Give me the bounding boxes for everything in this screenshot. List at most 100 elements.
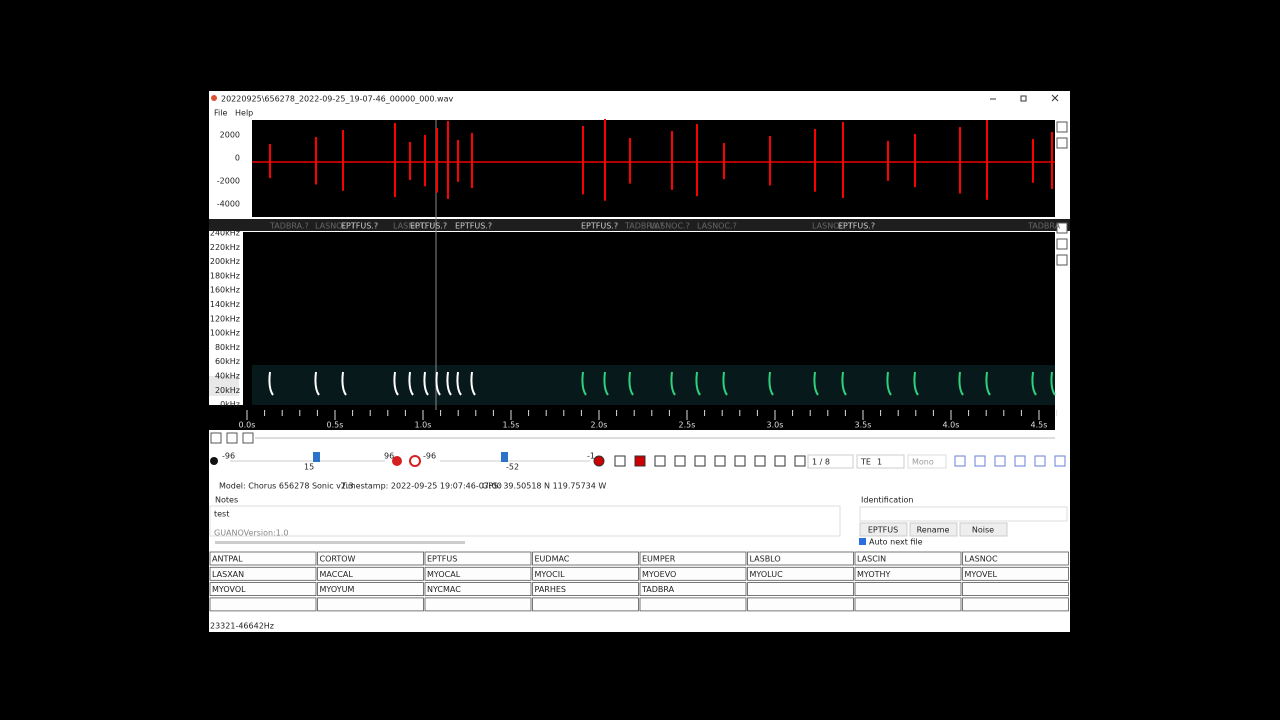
species-button[interactable] xyxy=(747,597,854,612)
channel-dropdown[interactable] xyxy=(907,454,947,469)
view-button[interactable] xyxy=(242,432,254,444)
tool-button[interactable] xyxy=(734,455,746,467)
spectrogram-zoom-button[interactable] xyxy=(1056,222,1068,234)
species-label: LASBLO xyxy=(750,555,781,564)
restore-button[interactable] xyxy=(1020,95,1027,102)
auto-next-checkbox[interactable] xyxy=(859,538,866,545)
tool-button[interactable] xyxy=(694,455,706,467)
id-button[interactable] xyxy=(909,522,958,537)
tool-button[interactable] xyxy=(654,455,666,467)
time-label: 3.0s xyxy=(767,421,784,430)
species-button[interactable] xyxy=(962,551,1069,566)
species-button[interactable] xyxy=(424,551,532,566)
nav-button[interactable] xyxy=(1014,455,1026,467)
call-trace xyxy=(470,371,476,396)
time-label: 4.0s xyxy=(943,421,960,430)
species-button[interactable] xyxy=(424,597,532,612)
species-button[interactable] xyxy=(747,551,854,566)
species-button[interactable] xyxy=(209,597,317,612)
tool-button[interactable] xyxy=(714,455,726,467)
model: Model: Chorus 656278 Sonic v2.3 xyxy=(219,482,354,491)
freq-label: 240kHz xyxy=(210,229,240,238)
species-button[interactable] xyxy=(639,551,747,566)
nav-button[interactable] xyxy=(1054,455,1066,467)
close-button[interactable] xyxy=(1051,94,1059,102)
nav-button[interactable] xyxy=(1034,455,1046,467)
species-button[interactable] xyxy=(317,566,424,581)
notes-box[interactable] xyxy=(209,505,841,537)
freq-label: 180kHz xyxy=(210,271,240,280)
species-button[interactable] xyxy=(639,582,747,596)
species-button[interactable] xyxy=(532,566,639,581)
freq-label: 220kHz xyxy=(210,243,240,252)
id-button[interactable] xyxy=(859,522,908,537)
species-button[interactable] xyxy=(854,566,962,581)
species-button[interactable] xyxy=(532,582,639,596)
view-button[interactable] xyxy=(226,432,238,444)
nav-button[interactable] xyxy=(994,455,1006,467)
te-value: 1 xyxy=(877,458,882,467)
time-label: 3.5s xyxy=(855,421,872,430)
timestamp: Timestamp: 2022-09-25 19:07:46-07:00 xyxy=(340,482,502,491)
identification-box[interactable] xyxy=(859,506,1068,522)
detection-label: EPTFUS.? xyxy=(341,222,378,231)
detection-label: LASNOC.? xyxy=(812,222,852,231)
species-button[interactable] xyxy=(317,597,424,612)
species-button[interactable] xyxy=(424,566,532,581)
species-button[interactable] xyxy=(962,597,1069,612)
tool-button[interactable] xyxy=(593,455,605,467)
freq-label: 60kHz xyxy=(215,357,240,366)
species-button[interactable] xyxy=(209,582,317,596)
species-button[interactable] xyxy=(639,597,747,612)
species-button[interactable] xyxy=(639,566,747,581)
zoom-in-button[interactable] xyxy=(1056,121,1068,133)
species-button[interactable] xyxy=(854,582,962,596)
species-button[interactable] xyxy=(209,551,317,566)
gain-value: 15 xyxy=(304,463,314,472)
threshold-thumb[interactable] xyxy=(501,452,508,462)
nav-button[interactable] xyxy=(974,455,986,467)
species-button[interactable] xyxy=(854,551,962,566)
species-label: CORTOW xyxy=(320,555,356,564)
species-button[interactable] xyxy=(424,582,532,596)
species-button[interactable] xyxy=(209,566,317,581)
view-button[interactable] xyxy=(210,432,222,444)
spectrogram-zoom-button[interactable] xyxy=(1056,238,1068,250)
species-button[interactable] xyxy=(747,582,854,596)
species-button[interactable] xyxy=(317,582,424,596)
species-button[interactable] xyxy=(532,597,639,612)
species-label: MYOEVO xyxy=(642,570,676,579)
tool-button[interactable] xyxy=(674,455,686,467)
record-alt-button[interactable] xyxy=(409,455,421,467)
tool-button[interactable] xyxy=(774,455,786,467)
nav-button[interactable] xyxy=(954,455,966,467)
call-trace xyxy=(1050,371,1056,396)
freq-label: 80kHz xyxy=(215,343,240,352)
tool-button[interactable] xyxy=(634,455,646,467)
te-dropdown[interactable] xyxy=(856,454,905,469)
zoom-out-button[interactable] xyxy=(1056,137,1068,149)
species-button[interactable] xyxy=(532,551,639,566)
gps: GPS: 39.50518 N 119.75734 W xyxy=(482,482,606,491)
time-label: 1.5s xyxy=(503,421,520,430)
page-dropdown[interactable] xyxy=(807,454,854,469)
id-button[interactable] xyxy=(959,522,1008,537)
mute-dot[interactable] xyxy=(210,457,218,465)
tool-button[interactable] xyxy=(754,455,766,467)
species-label: LASCIN xyxy=(857,555,886,564)
detection-label: EPTFUS.? xyxy=(581,222,618,231)
species-button[interactable] xyxy=(962,582,1069,596)
species-button[interactable] xyxy=(317,551,424,566)
tool-button[interactable] xyxy=(794,455,806,467)
tool-button[interactable] xyxy=(614,455,626,467)
call-trace xyxy=(603,371,609,396)
call-trace xyxy=(268,371,274,396)
record-button[interactable] xyxy=(392,456,402,466)
id-button-label: EPTFUS xyxy=(868,526,898,535)
species-button[interactable] xyxy=(747,566,854,581)
species-button[interactable] xyxy=(962,566,1069,581)
spectrogram-zoom-button[interactable] xyxy=(1056,254,1068,266)
species-button[interactable] xyxy=(854,597,962,612)
time-label: 4.5s xyxy=(1031,421,1048,430)
gain-thumb[interactable] xyxy=(313,452,320,462)
